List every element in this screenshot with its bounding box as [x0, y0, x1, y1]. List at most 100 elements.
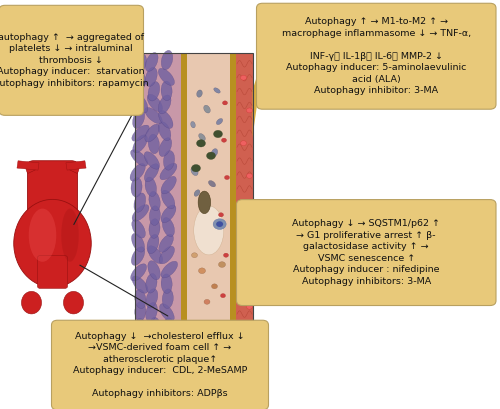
Circle shape: [246, 304, 252, 309]
Circle shape: [204, 299, 210, 304]
Ellipse shape: [162, 218, 174, 237]
FancyBboxPatch shape: [230, 53, 236, 364]
Ellipse shape: [159, 234, 174, 252]
Polygon shape: [102, 325, 223, 364]
Ellipse shape: [146, 274, 157, 293]
Circle shape: [213, 219, 226, 229]
Circle shape: [214, 130, 222, 138]
Ellipse shape: [128, 80, 146, 96]
FancyArrow shape: [66, 161, 86, 170]
Circle shape: [246, 239, 252, 244]
Ellipse shape: [190, 121, 196, 128]
Ellipse shape: [164, 318, 174, 337]
Ellipse shape: [198, 134, 205, 141]
Text: Autophagy ↓ → SQSTM1/p62 ↑
→ G1 proliferative arrest ↑ β-
galactosidase activity: Autophagy ↓ → SQSTM1/p62 ↑ → G1 prolifer…: [292, 220, 440, 285]
Ellipse shape: [148, 82, 160, 101]
Ellipse shape: [158, 121, 171, 141]
FancyBboxPatch shape: [256, 3, 496, 109]
Ellipse shape: [132, 125, 150, 141]
Ellipse shape: [61, 209, 79, 262]
Ellipse shape: [148, 342, 160, 362]
Ellipse shape: [133, 135, 148, 153]
FancyBboxPatch shape: [236, 53, 253, 364]
Circle shape: [246, 108, 252, 113]
Ellipse shape: [162, 289, 173, 308]
Ellipse shape: [161, 261, 178, 278]
Circle shape: [224, 175, 230, 180]
Ellipse shape: [130, 264, 146, 281]
Ellipse shape: [147, 234, 159, 254]
Ellipse shape: [158, 110, 173, 128]
Ellipse shape: [144, 164, 159, 182]
Ellipse shape: [132, 343, 142, 362]
Ellipse shape: [148, 261, 160, 280]
Ellipse shape: [146, 67, 157, 87]
Circle shape: [196, 139, 205, 147]
Ellipse shape: [214, 88, 220, 93]
Ellipse shape: [148, 134, 160, 154]
Ellipse shape: [132, 220, 145, 238]
Wedge shape: [68, 162, 79, 173]
Ellipse shape: [159, 138, 172, 157]
FancyArrow shape: [17, 161, 39, 170]
Ellipse shape: [146, 52, 158, 72]
Ellipse shape: [150, 317, 161, 337]
Polygon shape: [242, 234, 252, 271]
Ellipse shape: [146, 332, 158, 351]
Ellipse shape: [160, 163, 177, 180]
Ellipse shape: [146, 289, 158, 308]
Polygon shape: [135, 90, 137, 137]
Ellipse shape: [132, 67, 145, 86]
Circle shape: [240, 75, 246, 80]
Circle shape: [198, 268, 205, 274]
Ellipse shape: [212, 148, 218, 157]
Ellipse shape: [134, 289, 146, 309]
Ellipse shape: [132, 330, 146, 348]
Ellipse shape: [64, 291, 84, 314]
Circle shape: [240, 272, 246, 276]
Ellipse shape: [162, 190, 175, 209]
FancyBboxPatch shape: [28, 161, 78, 224]
Ellipse shape: [28, 209, 56, 262]
Circle shape: [192, 253, 198, 258]
Ellipse shape: [144, 152, 160, 169]
Ellipse shape: [160, 303, 174, 321]
Ellipse shape: [191, 167, 198, 175]
Ellipse shape: [160, 346, 173, 365]
Ellipse shape: [145, 177, 156, 196]
Ellipse shape: [148, 246, 162, 263]
Ellipse shape: [132, 276, 148, 293]
Ellipse shape: [216, 119, 222, 125]
Ellipse shape: [194, 190, 200, 196]
Text: Autophagy ↑ → M1-to-M2 ↑ →
macrophage inflammasome ↓ → TNF-α,

INF-γ， IL-1β， IL-: Autophagy ↑ → M1-to-M2 ↑ → macrophage in…: [282, 18, 471, 95]
Ellipse shape: [161, 176, 176, 194]
Ellipse shape: [164, 151, 174, 170]
FancyBboxPatch shape: [236, 200, 496, 306]
FancyBboxPatch shape: [187, 53, 230, 364]
Circle shape: [212, 284, 218, 289]
Ellipse shape: [130, 164, 145, 181]
Ellipse shape: [204, 105, 210, 113]
Text: autophagy ↑  → aggregated of
platelets ↓ → intraluminal
thrombosis ↓
Autophagy i: autophagy ↑ → aggregated of platelets ↓ …: [0, 33, 149, 88]
Ellipse shape: [147, 94, 162, 112]
Ellipse shape: [144, 108, 162, 124]
Ellipse shape: [208, 180, 216, 187]
FancyBboxPatch shape: [52, 320, 268, 409]
Ellipse shape: [131, 178, 142, 197]
Polygon shape: [252, 58, 262, 137]
Ellipse shape: [135, 54, 146, 73]
Circle shape: [240, 337, 246, 342]
Ellipse shape: [134, 94, 148, 113]
Ellipse shape: [150, 206, 160, 225]
FancyBboxPatch shape: [0, 5, 144, 115]
Ellipse shape: [132, 233, 144, 252]
Circle shape: [224, 253, 228, 257]
Circle shape: [206, 152, 216, 160]
Circle shape: [218, 213, 224, 217]
Text: Autophagy ↓  →cholesterol efflux ↓
→VSMC-derived foam cell ↑ →
atherosclerotic p: Autophagy ↓ →cholesterol efflux ↓ →VSMC-…: [73, 332, 247, 398]
Ellipse shape: [145, 124, 160, 142]
Circle shape: [192, 164, 200, 172]
Circle shape: [222, 138, 226, 142]
Ellipse shape: [132, 247, 145, 265]
FancyBboxPatch shape: [181, 53, 186, 364]
